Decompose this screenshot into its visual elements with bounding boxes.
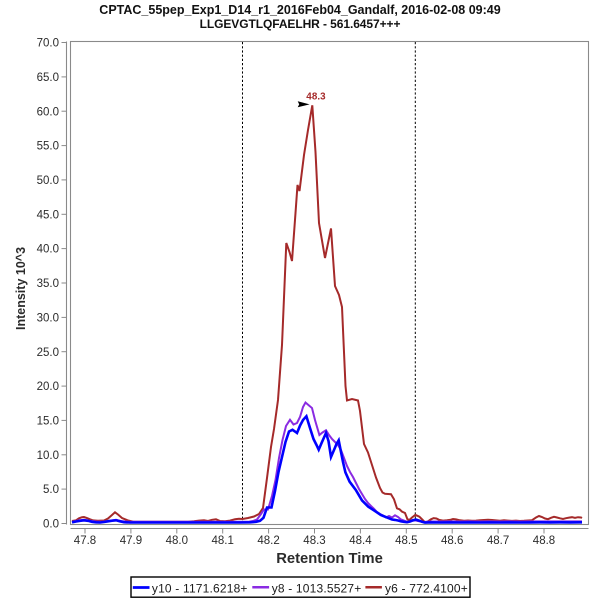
svg-text:25.0: 25.0: [37, 347, 59, 359]
svg-text:Retention Time: Retention Time: [276, 551, 383, 567]
svg-text:48.8: 48.8: [533, 535, 555, 547]
svg-text:y8 - 1013.5527+: y8 - 1013.5527+: [272, 581, 362, 595]
svg-text:30.0: 30.0: [37, 312, 59, 324]
svg-text:48.5: 48.5: [395, 535, 417, 547]
svg-text:y10 - 1171.6218+: y10 - 1171.6218+: [152, 581, 248, 595]
svg-text:47.9: 47.9: [120, 535, 142, 547]
svg-text:15.0: 15.0: [37, 416, 59, 428]
svg-text:48.4: 48.4: [349, 535, 372, 547]
svg-text:0.0: 0.0: [43, 519, 59, 531]
svg-text:45.0: 45.0: [37, 209, 59, 221]
svg-text:48.7: 48.7: [487, 535, 509, 547]
svg-text:LLGEVGTLQFAELHR - 561.6457+++: LLGEVGTLQFAELHR - 561.6457+++: [200, 17, 401, 31]
svg-text:20.0: 20.0: [37, 381, 59, 393]
svg-text:48.3: 48.3: [306, 92, 326, 103]
svg-text:70.0: 70.0: [37, 38, 59, 50]
svg-text:CPTAC_55pep_Exp1_D14_r1_2016Fe: CPTAC_55pep_Exp1_D14_r1_2016Feb04_Gandal…: [99, 3, 500, 17]
svg-text:60.0: 60.0: [37, 106, 59, 118]
svg-text:48.0: 48.0: [166, 535, 188, 547]
svg-text:55.0: 55.0: [37, 141, 59, 153]
svg-text:48.1: 48.1: [212, 535, 234, 547]
svg-text:65.0: 65.0: [37, 72, 59, 84]
svg-text:40.0: 40.0: [37, 244, 59, 256]
svg-text:y6 - 772.4100+: y6 - 772.4100+: [385, 581, 468, 595]
svg-text:48.3: 48.3: [303, 535, 325, 547]
svg-text:Intensity 10^3: Intensity 10^3: [14, 247, 28, 330]
svg-text:48.6: 48.6: [441, 535, 463, 547]
svg-text:48.2: 48.2: [257, 535, 279, 547]
svg-text:10.0: 10.0: [37, 450, 59, 462]
svg-text:47.8: 47.8: [74, 535, 96, 547]
svg-text:5.0: 5.0: [43, 484, 59, 496]
svg-text:35.0: 35.0: [37, 278, 59, 290]
svg-text:50.0: 50.0: [37, 175, 59, 187]
